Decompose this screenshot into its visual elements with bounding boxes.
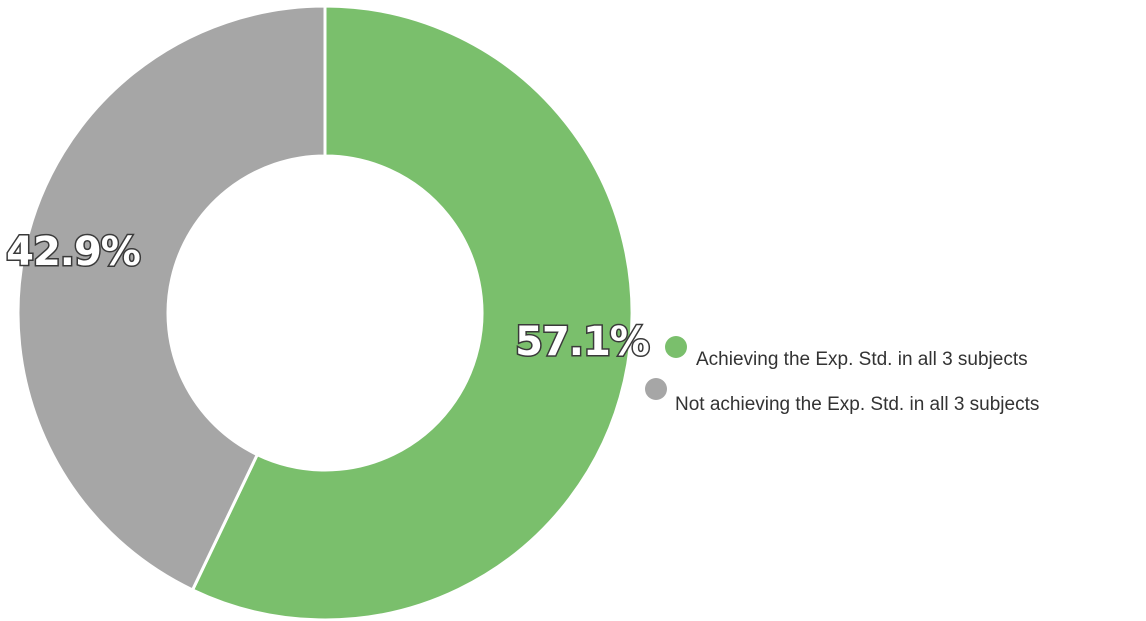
- legend-marker-0: [665, 336, 687, 358]
- slice-label-0: 57.1%: [515, 319, 649, 365]
- slice-1: [16, 4, 327, 592]
- legend-label-0: Achieving the Exp. Std. in all 3 subject…: [696, 349, 1028, 370]
- slice-0: [190, 4, 634, 621]
- legend-label-1: Not achieving the Exp. Std. in all 3 sub…: [675, 394, 1039, 415]
- chart-legend: Achieving the Exp. Std. in all 3 subject…: [645, 336, 1039, 415]
- slice-label-1: 42.9%: [6, 229, 140, 275]
- legend-marker-1: [645, 378, 667, 400]
- slice-labels: 57.1% 42.9%: [5, 228, 652, 367]
- legend-item-1: Not achieving the Exp. Std. in all 3 sub…: [645, 378, 1039, 415]
- chart-slices: [16, 4, 634, 621]
- legend-item-0: Achieving the Exp. Std. in all 3 subject…: [665, 336, 1028, 370]
